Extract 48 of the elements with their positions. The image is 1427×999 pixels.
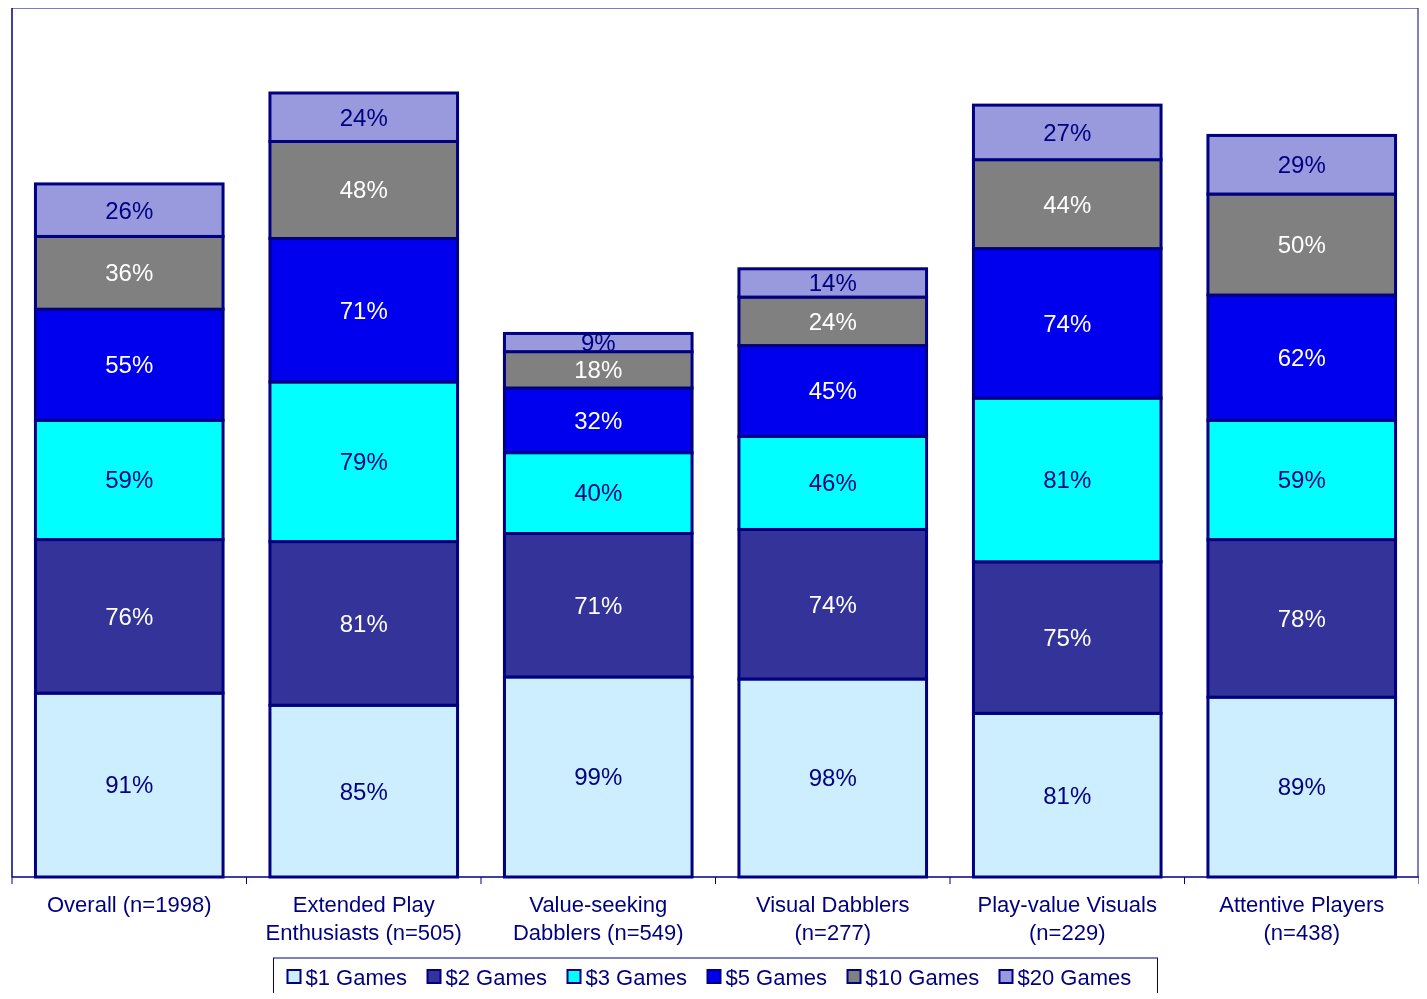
legend-label: $1 Games [305, 964, 407, 990]
data-label: 91% [105, 771, 154, 799]
x-tick-label: Attentive Players (n=438) [1219, 892, 1385, 945]
data-label: 75% [1043, 623, 1092, 651]
data-label: 59% [105, 466, 154, 494]
x-tick-label: Play-value Visuals (n=229) [977, 892, 1157, 945]
data-label: 62% [1277, 344, 1326, 372]
legend-label: $3 Games [585, 964, 687, 990]
x-tick-label: Extended Play Enthusiasts (n=505) [265, 892, 462, 945]
data-label: 36% [105, 259, 154, 287]
data-label: 81% [1043, 781, 1092, 809]
data-label: 18% [574, 356, 623, 384]
data-label: 50% [1277, 230, 1326, 258]
x-tick-label: Value-seeking Dabblers (n=549) [512, 892, 684, 945]
data-label: 44% [1043, 190, 1092, 218]
x-tick-label: Overall (n=1998) [47, 892, 212, 917]
data-label: 81% [1043, 466, 1092, 494]
data-label: 74% [1043, 309, 1092, 337]
data-label: 9% [580, 328, 616, 356]
data-label: 98% [808, 764, 857, 792]
data-label: 79% [339, 448, 388, 476]
data-label: 24% [808, 307, 857, 335]
data-label: 85% [339, 777, 388, 805]
legend-label: $20 Games [1017, 964, 1132, 990]
x-tick-label: Visual Dabblers (n=277) [755, 892, 910, 945]
data-label: 71% [339, 296, 388, 324]
data-label: 45% [808, 377, 857, 405]
data-label: 24% [339, 103, 388, 131]
data-label: 27% [1043, 118, 1092, 146]
data-label: 48% [339, 176, 388, 204]
legend-label: $10 Games [865, 964, 980, 990]
data-label: 46% [808, 469, 857, 497]
legend-label: $5 Games [725, 964, 827, 990]
data-label: 89% [1277, 773, 1326, 801]
data-label: 26% [105, 196, 154, 224]
data-label: 71% [574, 591, 623, 619]
data-label: 99% [574, 763, 623, 791]
legend-label: $2 Games [445, 964, 547, 990]
data-label: 14% [808, 269, 857, 297]
data-label: 76% [105, 602, 154, 630]
data-label: 74% [808, 590, 857, 618]
data-label: 32% [574, 406, 623, 434]
data-label: 29% [1277, 151, 1326, 179]
data-label: 40% [574, 479, 623, 507]
data-label: 81% [339, 609, 388, 637]
data-label: 55% [105, 351, 154, 379]
data-label: 59% [1277, 466, 1326, 494]
data-label: 78% [1277, 604, 1326, 632]
